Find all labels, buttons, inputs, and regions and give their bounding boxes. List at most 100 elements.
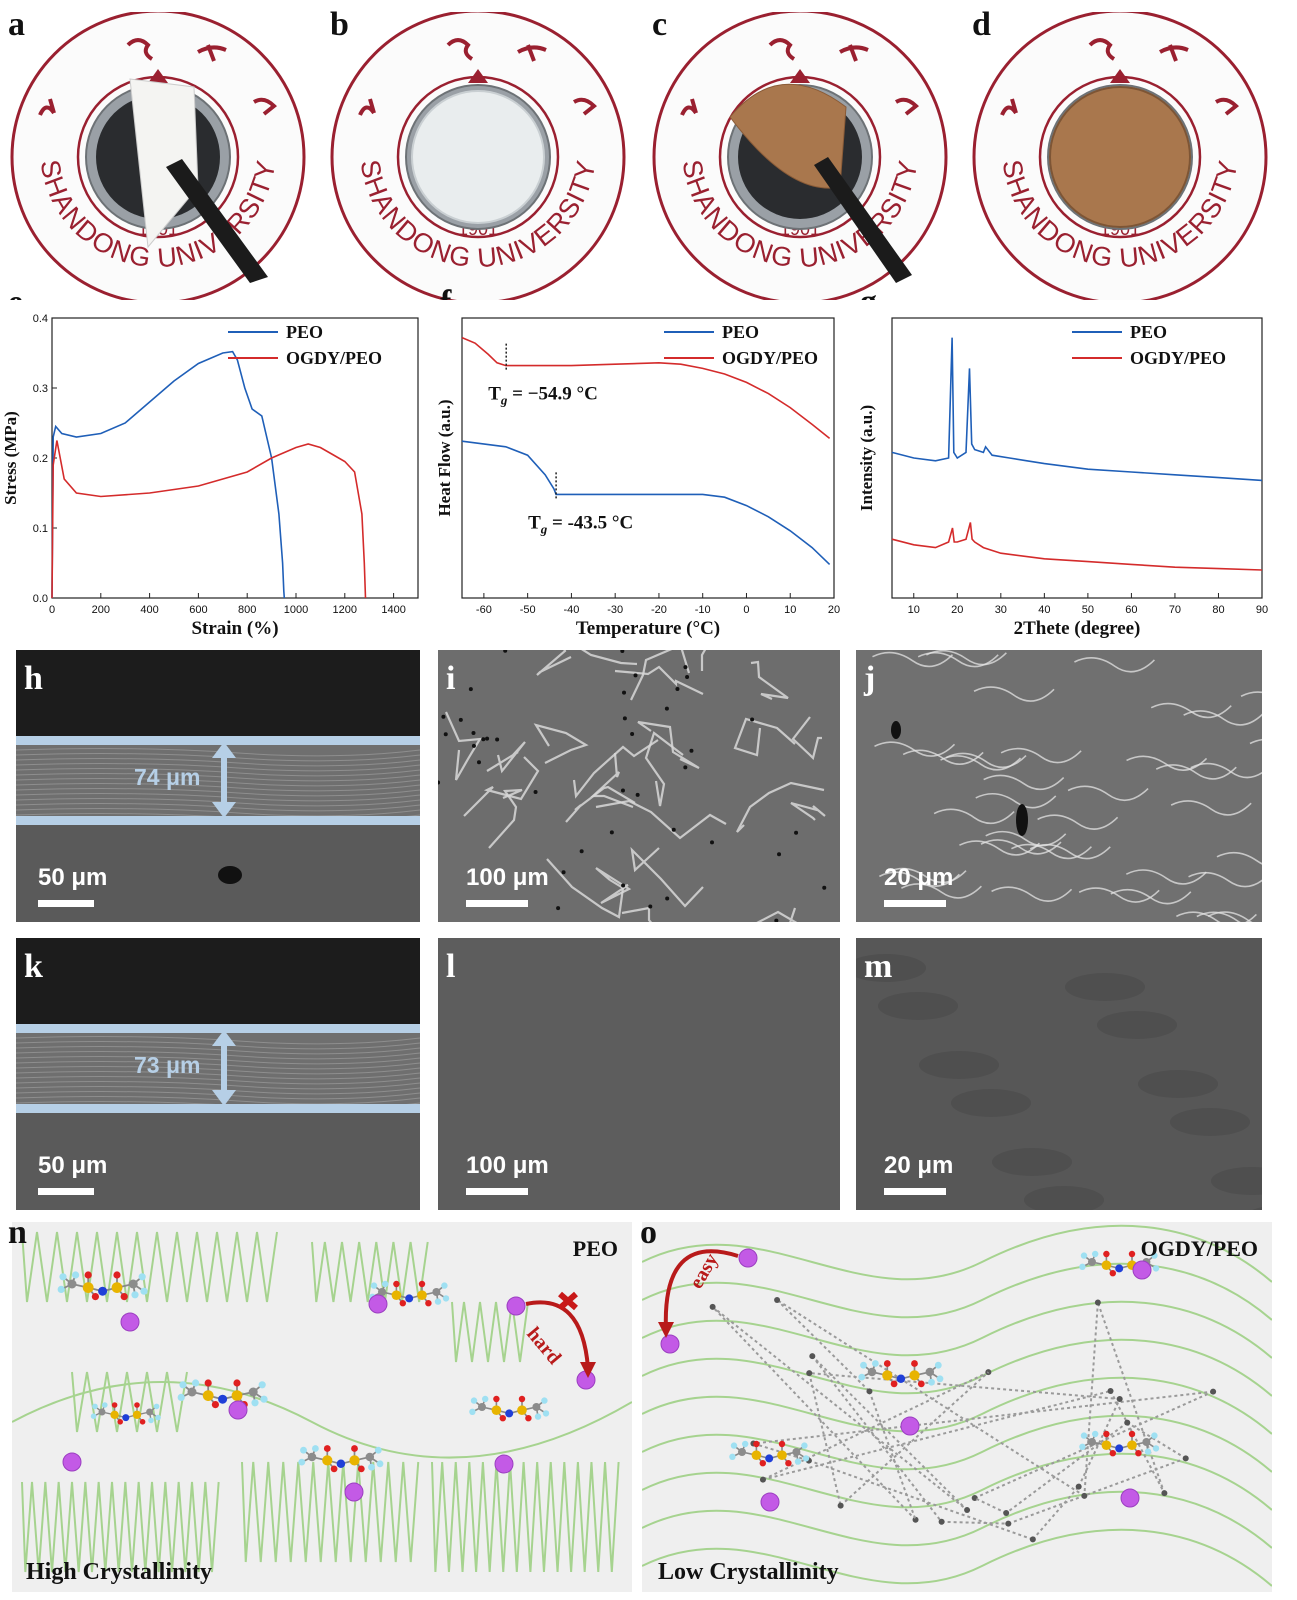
ogdy-framework (776, 1299, 1085, 1497)
plot-frame (891, 317, 1263, 599)
carbon-node (709, 1303, 716, 1310)
atom (187, 1387, 197, 1397)
amorphous-chain (642, 1224, 1272, 1283)
panel-label-i: i (446, 660, 456, 697)
pore (822, 885, 827, 890)
x-tick-label: 0 (743, 604, 749, 616)
sem-svg (856, 938, 1262, 1210)
carbon-node (759, 1476, 766, 1483)
sem-image-m: m 20 μm (856, 938, 1262, 1210)
thickness-line-bottom (16, 816, 420, 825)
atom (1127, 1440, 1137, 1450)
surface-texture (992, 1148, 1072, 1176)
x-tick-label: 20 (951, 604, 963, 616)
seal-glyph (680, 98, 698, 116)
panel-label-d: d (972, 6, 991, 43)
crystalline-lamella (71, 1371, 188, 1433)
sem-svg (856, 650, 1262, 922)
ogdy-framework (711, 1306, 917, 1521)
x-tick-label: 1000 (284, 604, 308, 616)
crystalline-lamella (21, 1481, 220, 1573)
ogdy-framework (1007, 1457, 1187, 1525)
lamella-wrinkle (1190, 762, 1262, 779)
series-line-ogdy-peo (461, 336, 831, 440)
atom (111, 1282, 123, 1293)
x-tick-label: 10 (908, 604, 920, 616)
atom (738, 1448, 746, 1456)
pore (443, 732, 448, 737)
spherulite-boundary (463, 756, 540, 817)
x-tick-label: 20 (828, 604, 840, 616)
fracture-texture (16, 1066, 420, 1075)
atom (391, 1290, 402, 1300)
atom (179, 1381, 187, 1389)
fracture-texture (16, 1051, 420, 1060)
scale-bar (884, 1188, 946, 1195)
sem-image-j: j 20 μm (856, 650, 1262, 922)
lithium-ion (494, 1454, 514, 1474)
hard-label: hard (522, 1323, 565, 1369)
spherulite-boundary (621, 906, 653, 922)
y-tick-label: 0.0 (33, 593, 48, 605)
peo-film (411, 90, 545, 224)
fracture-texture (16, 1076, 420, 1085)
carbon-node (866, 1388, 873, 1395)
seal-glyph (38, 98, 56, 116)
ogdy-framework (974, 1390, 1214, 1499)
pore (689, 748, 694, 753)
sem-image-l: l 100 μm (438, 938, 840, 1210)
lamella-wrinkle (1074, 657, 1155, 673)
atom (312, 1445, 319, 1452)
atom (482, 1395, 489, 1403)
legend-label: OGDY/PEO (1130, 348, 1226, 368)
carbon-node (1161, 1490, 1168, 1497)
arrow-head-up (212, 742, 236, 758)
ogdy-peo-film (729, 83, 847, 189)
arrow-head-down (212, 1090, 236, 1106)
atom (57, 1285, 65, 1293)
spherulite-boundary (756, 907, 798, 922)
arrow-head (580, 1362, 596, 1378)
atom (323, 1445, 331, 1452)
amorphous-chain (642, 1490, 1272, 1549)
atom (517, 1405, 527, 1415)
panel-label-k: k (24, 948, 43, 985)
pore (579, 849, 584, 854)
surface-texture (951, 1089, 1031, 1117)
atom (1151, 1252, 1158, 1259)
panel-label-m: m (864, 948, 893, 985)
fracture-texture (16, 778, 420, 787)
atom (91, 1293, 99, 1301)
pore (458, 717, 463, 722)
sem-background (16, 650, 420, 742)
tfsi-anion (1079, 1430, 1160, 1457)
sem-svg (438, 938, 840, 1210)
atom (82, 1282, 94, 1293)
atom (330, 1465, 338, 1473)
ogdy-framework (811, 1355, 968, 1511)
spherulite-boundary (581, 650, 638, 666)
series-line-ogdy-peo (51, 440, 367, 599)
fracture-texture (16, 1091, 420, 1100)
pore (622, 716, 627, 721)
scale-bar (884, 900, 946, 907)
lithium-ion (368, 1294, 388, 1314)
atom (117, 1419, 123, 1425)
lamella-wrinkle (1196, 911, 1241, 922)
legend-label: PEO (1130, 322, 1167, 342)
atom (542, 1410, 550, 1417)
fracture-texture (16, 1046, 420, 1055)
pore (476, 760, 481, 765)
carbon-node (1107, 1388, 1114, 1395)
legend-label: PEO (722, 322, 759, 342)
atom (792, 1448, 801, 1456)
seal-glyph (126, 38, 154, 61)
atom (258, 1381, 266, 1389)
lamella-wrinkle (985, 830, 1067, 847)
atom (177, 1393, 185, 1401)
x-tick-label: -30 (607, 604, 623, 616)
pore (620, 650, 625, 654)
scale-bar-label: 100 μm (466, 864, 549, 891)
amorphous-chain (642, 1262, 1272, 1321)
panel-label-a: a (8, 6, 25, 43)
